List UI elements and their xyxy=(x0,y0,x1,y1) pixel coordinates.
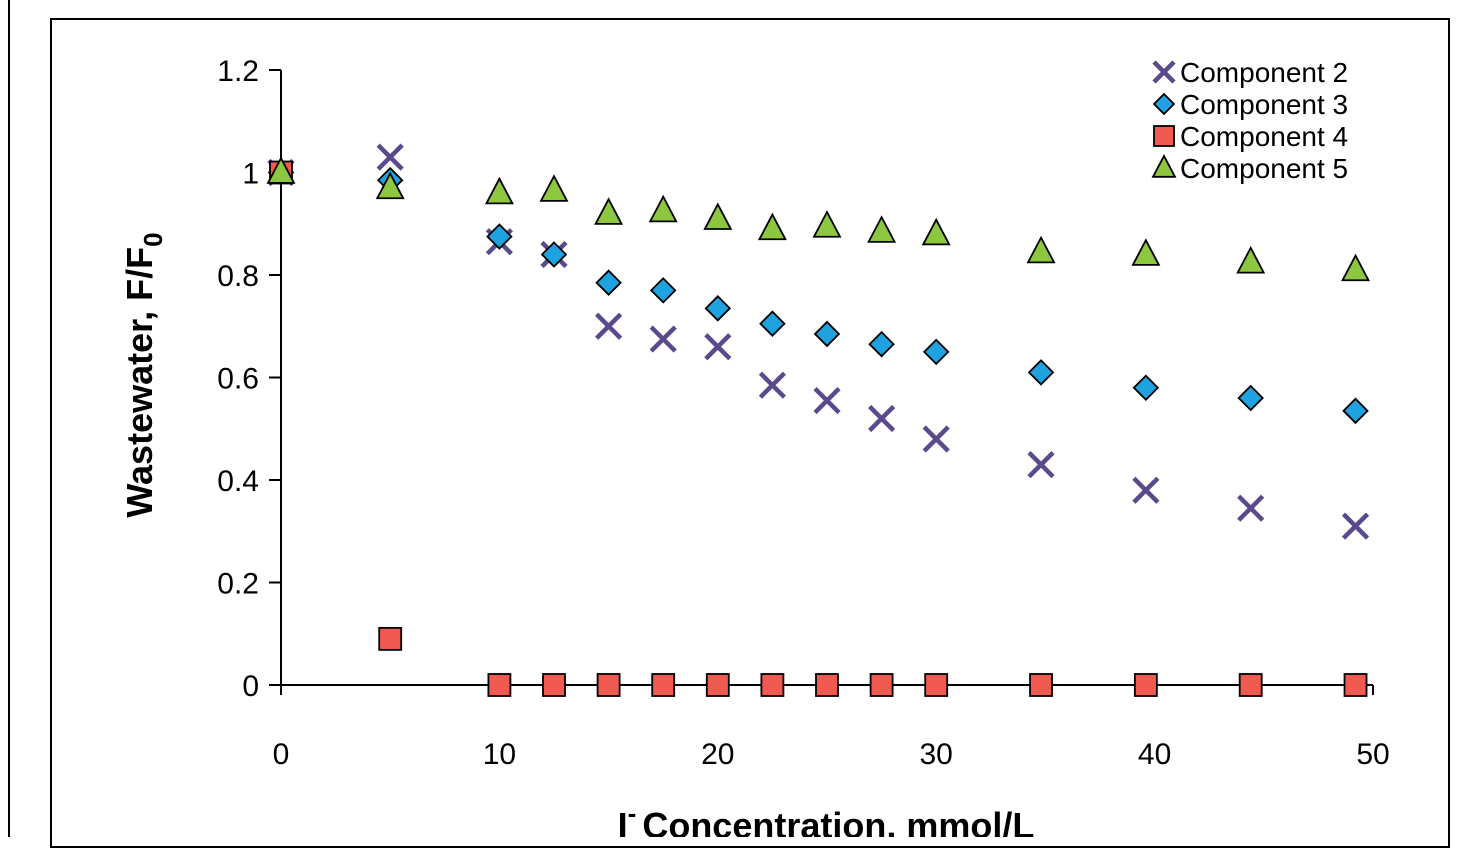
data-point xyxy=(815,673,839,697)
data-point xyxy=(1133,673,1158,697)
data-point xyxy=(1342,397,1369,425)
x-tick-label: 40 xyxy=(1138,738,1171,771)
x-tick-label: 50 xyxy=(1356,738,1389,771)
data-point xyxy=(1131,238,1161,266)
data-point xyxy=(760,673,785,697)
legend-entry: Component 3 xyxy=(1152,89,1348,120)
data-point xyxy=(486,223,513,250)
legend-entry: Component 4 xyxy=(1153,121,1348,152)
data-point xyxy=(812,210,842,238)
data-point xyxy=(1343,673,1368,697)
data-point xyxy=(922,425,950,453)
legend-entry: Component 2 xyxy=(1152,57,1348,88)
legend-label: Component 3 xyxy=(1180,89,1348,120)
data-point xyxy=(375,171,405,200)
data-point xyxy=(921,217,951,246)
x-tick-label: 10 xyxy=(483,738,516,771)
data-point xyxy=(648,194,678,223)
data-point xyxy=(487,673,512,697)
data-point xyxy=(594,197,624,225)
data-point xyxy=(813,386,841,415)
data-point xyxy=(1238,673,1263,697)
x-axis-title: I- Concentration, mmol/L xyxy=(618,798,1035,837)
data-point xyxy=(868,404,896,433)
series-component-2 xyxy=(267,143,1370,540)
y-tick-label: 0.2 xyxy=(217,568,259,601)
legend-entry: Component 5 xyxy=(1151,153,1348,184)
data-point xyxy=(1132,374,1160,402)
data-point xyxy=(704,295,732,322)
data-point xyxy=(867,215,897,243)
data-point xyxy=(378,626,403,651)
data-point xyxy=(1341,253,1371,282)
x-axis-title-superscript: - xyxy=(628,798,637,828)
data-point xyxy=(1341,512,1370,540)
data-point xyxy=(1132,476,1160,504)
data-point xyxy=(1027,451,1055,479)
data-point xyxy=(266,156,296,184)
data-point xyxy=(649,277,677,304)
data-point xyxy=(651,673,676,697)
y-axis-title: Wastewater, F/F0 xyxy=(119,232,168,517)
data-point xyxy=(1237,384,1264,412)
data-point xyxy=(539,174,569,202)
legend-label: Component 4 xyxy=(1180,121,1348,152)
data-point xyxy=(704,333,732,361)
data-point xyxy=(1237,494,1265,522)
data-point xyxy=(595,269,622,296)
data-point xyxy=(868,330,895,358)
series-component-5 xyxy=(266,156,1371,282)
data-point xyxy=(484,176,514,205)
data-point xyxy=(705,673,730,697)
data-point xyxy=(376,143,404,171)
data-point xyxy=(922,338,950,366)
data-point xyxy=(813,320,841,348)
data-point xyxy=(649,325,677,353)
data-point xyxy=(540,241,568,268)
data-point xyxy=(1236,245,1266,274)
data-point xyxy=(595,312,623,340)
data-point xyxy=(759,310,786,337)
data-point xyxy=(703,202,733,230)
y-tick-label: 0 xyxy=(242,670,259,703)
data-point xyxy=(1029,673,1053,697)
y-tick-label: 0.4 xyxy=(217,465,259,498)
legend-marker xyxy=(1153,125,1175,147)
legend-marker xyxy=(1151,153,1177,178)
data-point xyxy=(758,371,786,399)
y-tick-label: 1.2 xyxy=(217,55,259,88)
data-point xyxy=(596,673,621,697)
x-tick-label: 0 xyxy=(273,738,290,771)
y-tick-label: 0.8 xyxy=(217,260,259,293)
series-component-3 xyxy=(267,159,1369,425)
legend-marker xyxy=(1152,92,1176,116)
series-layer xyxy=(266,143,1371,697)
legend-label: Component 5 xyxy=(1180,153,1348,184)
y-tick-label: 0.6 xyxy=(217,363,259,396)
data-point xyxy=(1026,235,1056,264)
x-axis-title-main: Concentration, mmol/L xyxy=(642,805,1034,837)
series-component-4 xyxy=(269,160,1368,697)
y-tick-label: 1 xyxy=(242,158,259,191)
data-point xyxy=(924,673,949,697)
legend-label: Component 2 xyxy=(1180,57,1348,88)
legend-marker xyxy=(1152,60,1176,84)
x-tick-label: 30 xyxy=(920,738,953,771)
y-axis-title-subscript: 0 xyxy=(138,232,168,246)
x-axis-title-prefix: I xyxy=(618,805,628,837)
x-tick-label: 20 xyxy=(701,738,734,771)
data-point xyxy=(869,673,894,697)
data-point xyxy=(757,212,787,241)
data-point xyxy=(1027,359,1055,386)
data-point xyxy=(542,673,566,697)
left-border xyxy=(0,0,10,837)
